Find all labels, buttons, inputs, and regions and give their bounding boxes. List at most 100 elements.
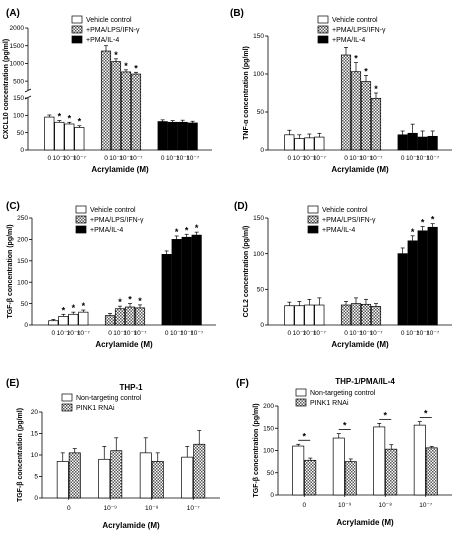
legend-label: +PMA/LPS/IFN-γ xyxy=(322,217,376,224)
x-tick-label: 0 xyxy=(302,502,306,509)
x-axis-label: Acrylamide (M) xyxy=(331,165,389,174)
y-tick-label: 50 xyxy=(257,287,265,294)
bar xyxy=(360,81,372,151)
x-tick-label: 10⁻⁷ xyxy=(77,330,91,337)
significance-star: * xyxy=(124,61,128,71)
significance-star: * xyxy=(354,54,358,64)
y-axis-label: TGF-β concentration (pg/ml) xyxy=(7,224,14,318)
x-tick-label: 10⁻⁸ xyxy=(359,330,373,337)
legend-label: +PMA/IL-4 xyxy=(322,227,355,234)
bar xyxy=(360,303,372,326)
legend-label: Vehicle control xyxy=(86,17,132,24)
significance-star: * xyxy=(195,223,199,233)
bar xyxy=(304,459,317,496)
x-tick-label: 10⁻⁹ xyxy=(293,155,307,162)
y-tick-label: 150 xyxy=(253,215,264,222)
x-tick-label: 0 xyxy=(48,155,52,162)
x-tick-label: 10⁻⁷ xyxy=(426,330,440,337)
bar xyxy=(340,54,352,151)
bar xyxy=(78,311,89,326)
y-axis-label: TNF-α concentration (pg/ml) xyxy=(243,46,250,140)
bar xyxy=(191,234,202,326)
y-tick-label: 10 xyxy=(31,452,39,459)
y-tick-label: 100 xyxy=(17,279,28,286)
legend-swatch xyxy=(307,205,319,214)
x-tick-label: 10⁻⁷ xyxy=(190,330,204,337)
x-tick-label: 10⁻⁸ xyxy=(416,155,430,162)
significance-star: * xyxy=(431,215,435,225)
significance-star: * xyxy=(72,303,76,313)
x-tick-label: 0 xyxy=(108,330,112,337)
x-tick-label: 10⁻⁹ xyxy=(338,502,352,509)
y-tick-label: 150 xyxy=(17,258,28,265)
y-axis-label: CCL2 concentration (pg/ml) xyxy=(243,226,250,318)
significance-star: * xyxy=(134,63,138,73)
legend-label: Vehicle control xyxy=(332,17,378,24)
x-axis-label: Acrylamide (M) xyxy=(331,340,389,349)
x-tick-label: 10⁻⁷ xyxy=(419,502,433,509)
x-tick-label: 10⁻⁸ xyxy=(176,155,190,162)
y-tick-label: 0 xyxy=(34,495,38,502)
significance-star: * xyxy=(302,431,306,441)
bar xyxy=(74,127,85,151)
bar xyxy=(425,447,438,496)
significance-star: * xyxy=(114,50,118,60)
x-tick-label: 0 xyxy=(344,330,348,337)
legend-label: +PMA/IL-4 xyxy=(90,227,123,234)
bar xyxy=(181,236,192,326)
y-tick-label: 200 xyxy=(263,403,274,410)
significance-star: * xyxy=(82,301,86,311)
panel-label: (E) xyxy=(6,378,19,389)
chart-panel-0: (A) CXCL10 concentration (pg/ml) 0 50 100 150… xyxy=(3,8,212,174)
y-tick-label: 0 xyxy=(260,147,264,154)
bar xyxy=(139,452,152,499)
axis-break-mark xyxy=(24,95,32,100)
bar xyxy=(124,306,136,326)
y-tick-label: 50 xyxy=(17,130,25,137)
y-tick-label: 500 xyxy=(13,78,24,85)
y-axis-label: TGF-β concentration (pg/ml) xyxy=(17,408,24,502)
significance-star: * xyxy=(68,113,72,123)
significance-star: * xyxy=(138,296,142,306)
x-tick-label: 10⁻⁹ xyxy=(406,155,420,162)
y-tick-label: 5 xyxy=(34,474,38,481)
bar xyxy=(344,461,357,496)
bar xyxy=(417,136,428,151)
x-tick-label: 10⁻⁹ xyxy=(104,505,118,512)
x-axis-label: Acrylamide (M) xyxy=(95,340,153,349)
panel-label: (D) xyxy=(234,201,248,212)
x-tick-label: 0 xyxy=(161,155,165,162)
bar xyxy=(370,97,382,151)
x-tick-label: 10⁻⁹ xyxy=(109,155,123,162)
x-tick-label: 10⁻⁹ xyxy=(113,330,127,337)
x-tick-label: 0 xyxy=(104,155,108,162)
x-tick-label: 10⁻⁹ xyxy=(57,330,71,337)
bar xyxy=(304,304,315,326)
bar xyxy=(120,71,132,151)
y-tick-label: 200 xyxy=(17,237,28,244)
significance-star: * xyxy=(364,67,368,77)
significance-star: * xyxy=(62,305,66,315)
bar xyxy=(177,121,188,151)
x-tick-label: 10⁻⁷ xyxy=(73,155,87,162)
y-tick-label: 1500 xyxy=(10,43,25,50)
legend-swatch xyxy=(71,25,83,34)
chart-panel-1: (B) TNF-α concentration (pg/ml) 0 50 100 150 A… xyxy=(230,8,452,174)
x-tick-label: 10⁻⁹ xyxy=(170,330,184,337)
significance-star: * xyxy=(383,410,387,420)
legend-label: PINK1 RNAi xyxy=(76,405,115,412)
legend-label: +PMA/LPS/IFN-γ xyxy=(90,217,144,224)
chart-title: THP-1 xyxy=(119,383,143,392)
bar xyxy=(314,136,325,151)
bar xyxy=(284,305,295,326)
x-tick-label: 0 xyxy=(288,330,292,337)
y-tick-label: 250 xyxy=(17,215,28,222)
x-tick-label: 0 xyxy=(288,155,292,162)
x-axis-label: Acrylamide (M) xyxy=(102,521,160,530)
significance-star: * xyxy=(424,409,428,419)
y-tick-label: 0 xyxy=(260,322,264,329)
y-tick-label: 150 xyxy=(263,425,274,432)
x-tick-label: 10⁻⁹ xyxy=(406,330,420,337)
y-tick-label: 100 xyxy=(13,113,24,120)
